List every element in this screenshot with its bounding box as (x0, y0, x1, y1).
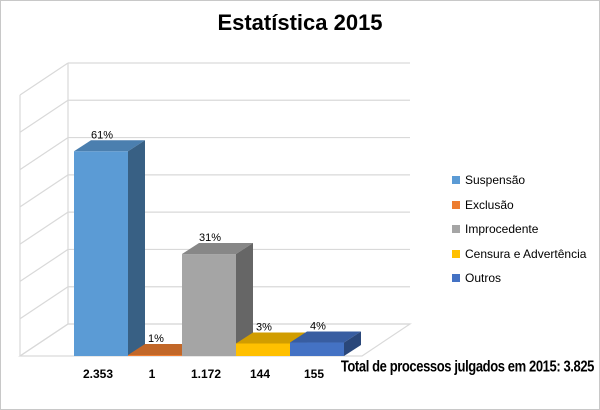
gridline-side (19, 248, 69, 282)
bar-front (74, 151, 128, 356)
legend-label: Exclusão (465, 197, 514, 212)
percent-label: 31% (199, 232, 221, 244)
chart-footer-total: Total de processos julgados em 2015: 3.8… (340, 357, 595, 375)
chart-title: Estatística 2015 (217, 10, 383, 35)
bar-side (344, 331, 361, 356)
x-tick-label: 144 (250, 367, 270, 381)
percent-label: 3% (256, 321, 272, 333)
legend-swatch (452, 274, 460, 283)
percent-label: 1% (148, 333, 164, 345)
gridline-side (19, 62, 69, 96)
legend-swatch (452, 176, 460, 185)
legend-item: Censura e Advertência (452, 242, 600, 267)
x-tick-label: 1 (149, 367, 156, 381)
bar-front (236, 343, 290, 356)
bar-front (182, 254, 236, 356)
gridline-side (19, 323, 69, 357)
legend-swatch (452, 200, 460, 209)
bar-top (236, 332, 307, 344)
gridline-side (19, 174, 69, 208)
gridline-side (19, 211, 69, 245)
percent-label: 4% (310, 321, 326, 333)
x-tick-label: 1.172 (191, 367, 221, 381)
gridline-side (19, 99, 69, 133)
bar-front (128, 355, 182, 356)
legend-item: Improcedente (452, 217, 600, 242)
bar-side (128, 140, 145, 356)
legend-item: Suspensão (452, 168, 600, 193)
bar-1 (74, 140, 145, 356)
x-tick-label: 2.353 (83, 367, 113, 381)
bar-5 (290, 331, 361, 356)
legend-swatch (452, 225, 460, 234)
chart-legend: Suspensão Exclusão Improcedente Censura e A… (452, 168, 600, 291)
x-tick-label: 155 (304, 367, 324, 381)
chart-category-labels: 2.353 1 1.172 144 155 (83, 367, 324, 381)
bar-top (290, 331, 361, 343)
legend-label: Censura e Advertência (465, 246, 587, 261)
gridline-side (19, 137, 69, 171)
bar-side (236, 243, 253, 356)
legend-label: Suspensão (465, 173, 526, 188)
bar-top (182, 243, 253, 255)
bar-top (74, 140, 145, 152)
legend-item: Outros (452, 266, 600, 291)
bar-3 (182, 243, 253, 356)
legend-item: Exclusão (452, 193, 600, 218)
legend-label: Improcedente (465, 222, 539, 237)
gridline-side (19, 286, 69, 320)
percent-label: 61% (91, 129, 113, 141)
bar-top (128, 344, 199, 355)
chart-percent-labels: 61% 1% 31% 3% 4% (91, 129, 326, 345)
legend-swatch (452, 249, 460, 258)
bar-front (290, 342, 344, 356)
chart-bars (74, 140, 361, 356)
legend-label: Outros (465, 271, 502, 286)
